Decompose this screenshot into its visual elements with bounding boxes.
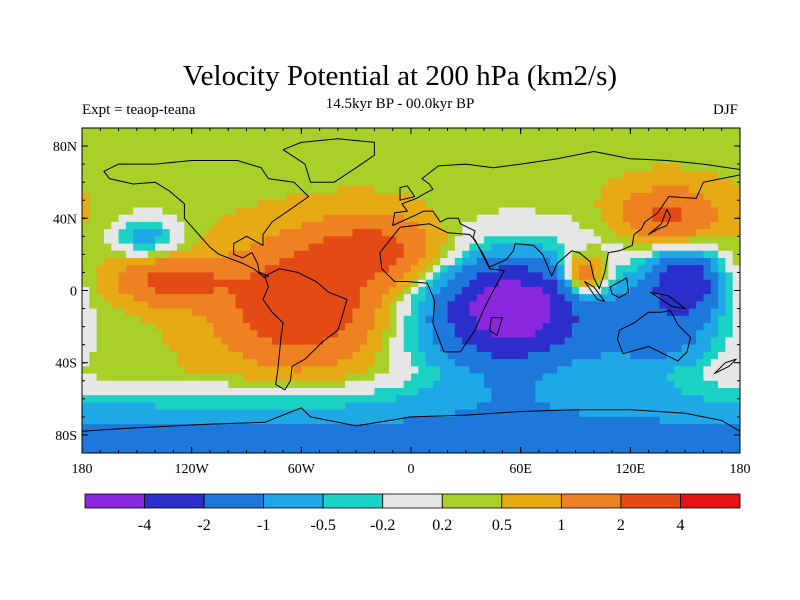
colorbar-swatch [560,493,622,509]
colorbar-swatch [322,493,384,509]
x-tick-label: 180 [730,462,751,477]
coastline-0 [103,160,310,279]
chart-title: Velocity Potential at 200 hPa (km2/s) [182,60,618,92]
coastline-3 [379,223,505,353]
coastline-2 [262,268,348,391]
x-tick-label: 180 [72,462,93,477]
coastline-9 [649,291,686,310]
x-tick-label: 120W [175,462,210,477]
coastline-4 [489,317,503,337]
y-axis-ticks: 80N 40N 0 40S 80S [53,127,740,454]
coastline-11 [648,208,671,235]
colorbar-swatch [680,493,741,509]
colorbar-label: -0.2 [370,517,395,534]
colorbar-label: -4 [138,517,151,534]
colorbar-swatch [84,493,145,509]
x-axis-ticks: 180 120W 60W 0 60E 120E 180 [72,128,751,477]
colorbar-label: 0.5 [492,517,512,534]
colorbar-swatch [501,493,562,509]
y-tick-label: 0 [70,285,77,300]
season-label: DJF [712,102,738,118]
x-tick-label: 0 [408,462,415,477]
experiment-label: Expt = teaop-teana [82,102,196,118]
coastline-8 [584,281,606,302]
colorbar-swatch [382,493,443,509]
x-tick-label: 60W [288,462,316,477]
y-tick-label: 40N [53,212,77,227]
colorbar-swatch [263,493,324,509]
coastlines [82,138,740,432]
coastline-6 [617,309,692,362]
colorbar-swatch [144,493,205,509]
coastline-10 [399,185,416,201]
coastline-1 [282,138,375,183]
y-tick-label: 80N [53,140,77,155]
colorbar-swatch [441,493,503,509]
chart-subtitle: 14.5kyr BP - 00.0kyr BP [325,96,475,112]
colorbar-label: 2 [617,517,625,534]
colorbar: -4 -2 -1 -0.5 -0.2 0.2 0.5 1 2 4 [84,493,741,534]
colorbar-swatch [620,493,681,509]
velocity-potential-field [82,128,740,453]
colorbar-label: -1 [257,517,270,534]
coastline-12 [713,358,737,375]
x-tick-label: 60E [509,462,532,477]
coastline-7 [609,277,629,299]
colorbar-label: 1 [557,517,565,534]
y-tick-label: 80S [55,429,77,444]
y-tick-label: 40S [55,357,77,372]
colorbar-label: 0.2 [432,517,452,534]
colorbar-label: 4 [676,517,684,534]
colorbar-swatch [203,493,265,509]
x-tick-label: 120E [616,462,646,477]
coastline-5 [392,151,740,290]
coastline-13 [82,407,740,432]
colorbar-label: -2 [197,517,210,534]
colorbar-label: -0.5 [311,517,336,534]
